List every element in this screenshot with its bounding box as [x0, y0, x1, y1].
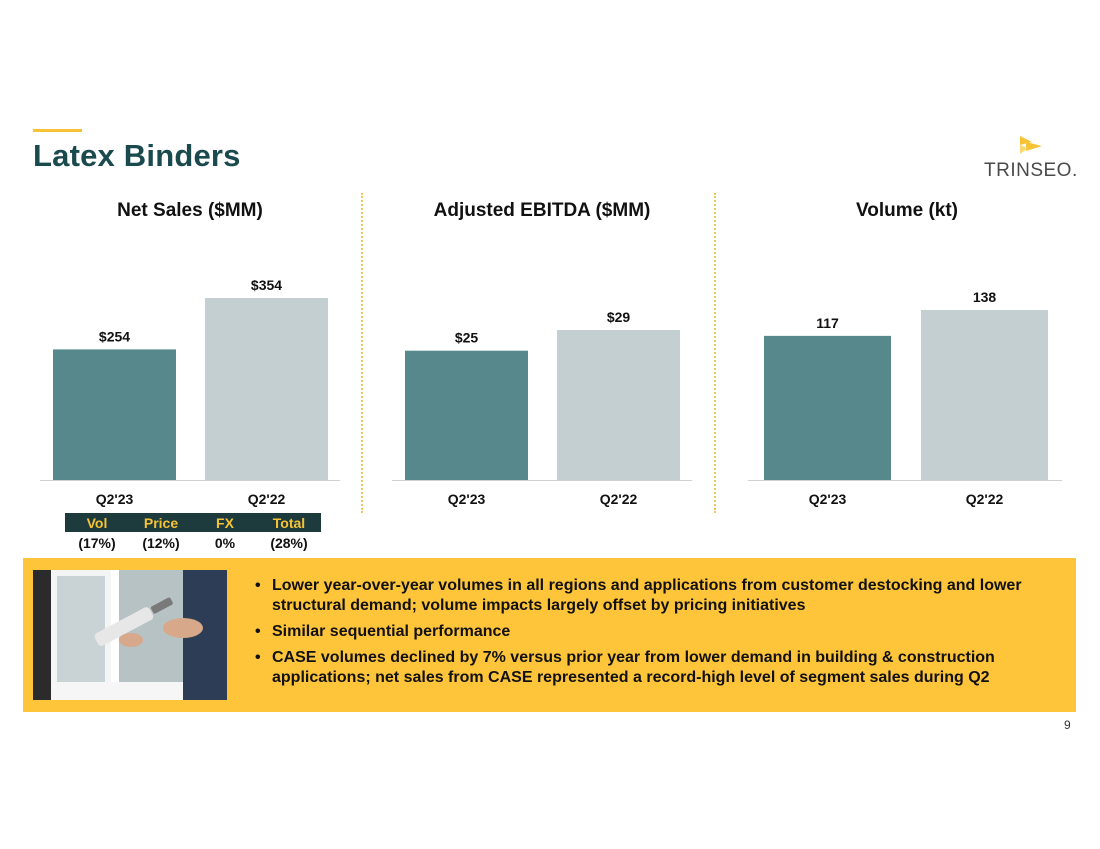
bridge-header-fx: FX: [216, 514, 234, 531]
data-label: $25: [455, 330, 479, 346]
net-sales-chart: $254 Q2'23 $354 Q2'22 Net Sales ($MM): [40, 190, 340, 510]
x-tick-label: Q2'23: [809, 491, 847, 507]
x-tick-label: Q2'22: [966, 491, 1004, 507]
bridge-header-price: Price: [143, 514, 179, 531]
bridge-header-vol: Vol: [86, 514, 108, 531]
chart-svg: 117 Q2'23 138 Q2'22: [748, 289, 1062, 507]
chart-svg: $25 Q2'23 $29 Q2'22: [392, 309, 692, 507]
page-title: Latex Binders: [33, 138, 241, 173]
chart-title: Net Sales ($MM): [117, 200, 263, 221]
trinseo-logo: TRINSEO.: [984, 136, 1077, 184]
bridge-value-total: (28%): [270, 535, 308, 551]
data-label: $29: [607, 309, 631, 325]
bar-q222: [205, 298, 328, 480]
chart-divider: [714, 193, 716, 513]
adjusted-ebitda-chart: $25 Q2'23 $29 Q2'22 Adjusted EBITDA ($MM): [392, 190, 692, 510]
net-sales-bridge-table: Vol Price FX Total (17%) (12%) 0% (28%): [65, 513, 321, 554]
bridge-value-row: (17%) (12%) 0% (28%): [65, 532, 321, 554]
page-number: 9: [1064, 718, 1071, 732]
chart-svg: $254 Q2'23 $354 Q2'22: [40, 277, 340, 507]
bullet-item: Lower year-over-year volumes in all regi…: [253, 576, 1063, 616]
bar-q222: [921, 310, 1048, 480]
title-accent-line: [33, 129, 82, 132]
x-tick-label: Q2'23: [96, 491, 134, 507]
x-tick-label: Q2'23: [448, 491, 486, 507]
chart-divider: [361, 193, 363, 513]
x-tick-label: Q2'22: [248, 491, 286, 507]
bar-q223: [764, 335, 891, 480]
bridge-header-row: Vol Price FX Total: [65, 513, 321, 532]
commentary-bullets: Lower year-over-year volumes in all regi…: [253, 576, 1063, 694]
bullet-item: CASE volumes declined by 7% versus prior…: [253, 648, 1063, 688]
data-label: $354: [251, 277, 282, 293]
bridge-value-price: (12%): [142, 535, 180, 551]
bullet-item: Similar sequential performance: [253, 622, 1063, 642]
logo-text: TRINSEO.: [984, 160, 1078, 181]
data-label: 138: [973, 289, 997, 305]
chart-title: Adjusted EBITDA ($MM): [433, 200, 651, 221]
caulking-photo-illustration: [33, 570, 227, 700]
bar-q222: [557, 330, 680, 480]
volume-chart: 117 Q2'23 138 Q2'22 Volume (kt): [748, 190, 1062, 510]
commentary-banner: Lower year-over-year volumes in all regi…: [23, 558, 1076, 712]
bridge-value-fx: 0%: [214, 535, 236, 551]
data-label: $254: [99, 328, 130, 344]
bridge-value-vol: (17%): [78, 535, 116, 551]
x-tick-label: Q2'22: [600, 491, 638, 507]
bar-q223: [53, 349, 176, 480]
data-label: 117: [816, 315, 839, 331]
bar-q223: [405, 350, 528, 480]
trinseo-logo-mark-icon: [1020, 136, 1042, 154]
bridge-header-total: Total: [272, 514, 306, 531]
chart-title: Volume (kt): [855, 200, 959, 221]
caulking-window-photo: [33, 570, 227, 700]
